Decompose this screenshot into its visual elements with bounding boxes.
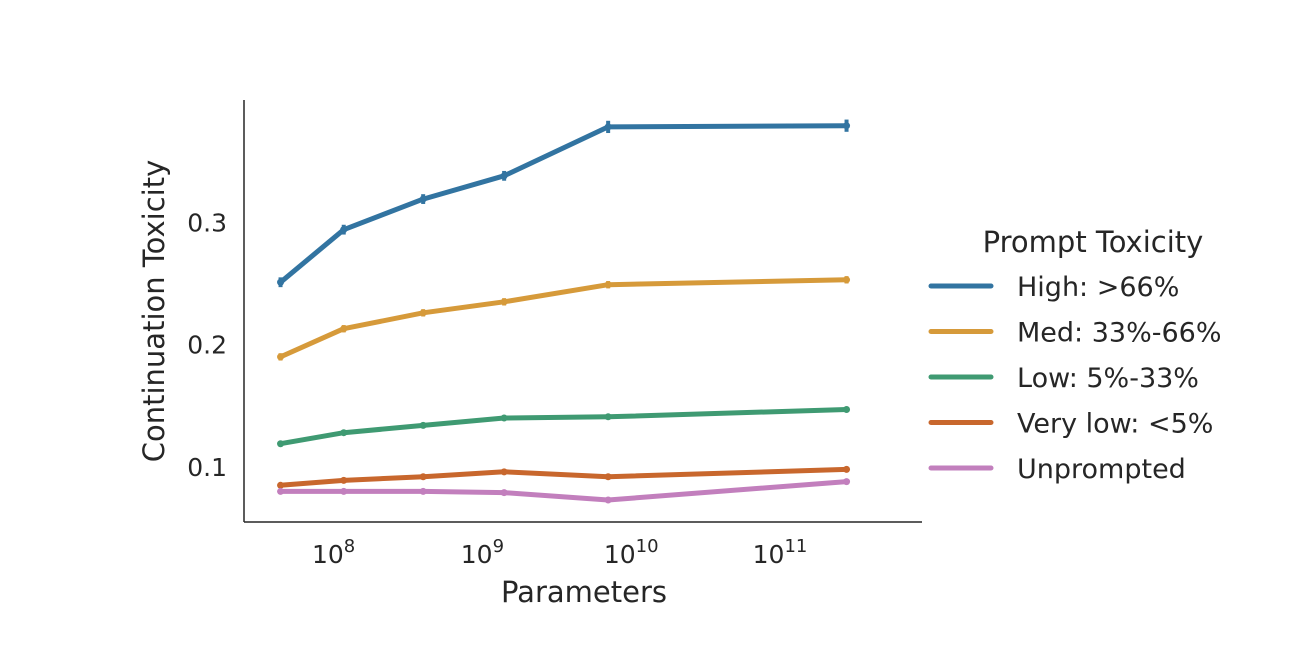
data-point xyxy=(277,487,285,495)
x-tick-label: 1011 xyxy=(753,536,808,569)
data-point xyxy=(340,226,348,234)
series-group xyxy=(277,119,851,288)
data-point xyxy=(843,405,851,413)
plot-area xyxy=(277,119,851,504)
x-tick-label: 108 xyxy=(312,536,355,569)
series-line xyxy=(278,466,849,488)
x-tick-base: 10 xyxy=(604,540,636,569)
series-group xyxy=(277,276,851,361)
y-axis-title: Continuation Toxicity xyxy=(137,160,171,463)
legend-label: High: >66% xyxy=(1017,272,1179,303)
legend-label: Low: 5%-33% xyxy=(1017,363,1199,394)
legend: Prompt Toxicity High: >66% Med: 33%-66% Lo… xyxy=(928,225,1222,485)
data-point xyxy=(340,476,348,484)
series-group xyxy=(277,478,851,504)
data-point xyxy=(604,281,612,289)
y-tick-label: 0.3 xyxy=(187,208,227,237)
data-point xyxy=(277,353,285,361)
data-point xyxy=(500,489,508,497)
data-point xyxy=(340,429,348,437)
x-tick-label: 1010 xyxy=(604,536,659,569)
data-point xyxy=(340,487,348,495)
legend-item: Med: 33%-66% xyxy=(928,318,1222,349)
series-group xyxy=(277,405,851,448)
data-point xyxy=(843,276,851,284)
legend-label: Med: 33%-66% xyxy=(1017,318,1222,349)
x-tick-base: 10 xyxy=(753,540,785,569)
legend-label: Very low: <5% xyxy=(1017,409,1213,440)
data-point xyxy=(843,465,851,473)
x-tick-exponent: 11 xyxy=(784,536,807,557)
x-tick-label: 109 xyxy=(461,536,504,569)
series-line xyxy=(278,123,849,285)
legend-item: Unprompted xyxy=(928,454,1186,485)
x-axis-ticks: 108 109 1010 1011 xyxy=(312,536,807,569)
data-point xyxy=(419,487,427,495)
x-tick-exponent: 10 xyxy=(636,536,659,557)
legend-item: Low: 5%-33% xyxy=(928,363,1199,394)
series-line xyxy=(278,407,849,447)
data-point xyxy=(419,309,427,317)
series-line xyxy=(278,479,849,503)
x-tick-base: 10 xyxy=(461,540,493,569)
data-point xyxy=(419,195,427,203)
data-point xyxy=(604,473,612,481)
legend-label: Unprompted xyxy=(1017,454,1186,485)
data-point xyxy=(277,481,285,489)
x-tick-base: 10 xyxy=(312,540,344,569)
data-point xyxy=(843,478,851,486)
data-point xyxy=(340,325,348,333)
data-point xyxy=(500,172,508,180)
x-axis-title: Parameters xyxy=(501,575,667,609)
data-point xyxy=(843,122,851,130)
legend-item: Very low: <5% xyxy=(928,409,1213,440)
data-point xyxy=(604,496,612,504)
y-axis-ticks: 0.1 0.2 0.3 xyxy=(187,208,227,482)
data-point xyxy=(500,414,508,422)
series-line xyxy=(278,277,849,360)
data-point xyxy=(419,473,427,481)
data-point xyxy=(277,440,285,448)
data-point xyxy=(500,298,508,306)
x-tick-exponent: 9 xyxy=(493,536,504,557)
y-tick-label: 0.2 xyxy=(187,331,227,360)
data-point xyxy=(419,421,427,429)
legend-title: Prompt Toxicity xyxy=(983,225,1204,259)
data-point xyxy=(604,413,612,421)
x-tick-exponent: 8 xyxy=(344,536,355,557)
data-point xyxy=(500,468,508,476)
y-tick-label: 0.1 xyxy=(187,453,227,482)
data-point xyxy=(277,278,285,286)
legend-item: High: >66% xyxy=(928,272,1179,303)
data-point xyxy=(604,123,612,131)
series-group xyxy=(277,465,851,489)
